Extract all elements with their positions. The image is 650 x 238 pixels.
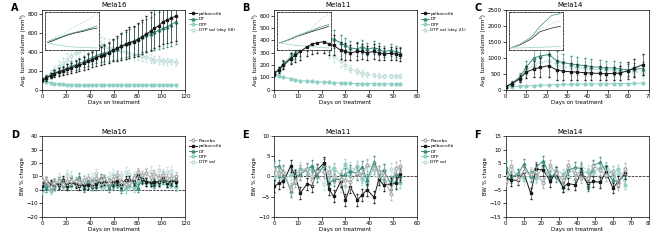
Title: Mela14: Mela14	[557, 129, 582, 134]
Y-axis label: BW % change: BW % change	[20, 158, 25, 195]
Text: A: A	[11, 3, 18, 13]
Y-axis label: BW % change: BW % change	[484, 158, 489, 195]
Title: Mela11: Mela11	[326, 2, 351, 8]
Title: Mela11: Mela11	[326, 129, 351, 134]
X-axis label: Days on treatment: Days on treatment	[88, 100, 140, 105]
Text: D: D	[11, 130, 19, 140]
Y-axis label: BW % change: BW % change	[252, 158, 257, 195]
Text: B: B	[242, 3, 250, 13]
X-axis label: Days on treatment: Days on treatment	[320, 227, 372, 232]
X-axis label: Days on treatment: Days on treatment	[88, 227, 140, 232]
Legend: palbociclib, DT, DTP, DTP sal (day 21): palbociclib, DT, DTP, DTP sal (day 21)	[421, 12, 466, 32]
Title: Mela16: Mela16	[101, 129, 127, 134]
Legend: Placebo, palbociclib, DT, DTP, DTP sal: Placebo, palbociclib, DT, DTP, DTP sal	[189, 139, 222, 164]
Legend: palbociclib, DT, DTP, DTP sal (day 58): palbociclib, DT, DTP, DTP sal (day 58)	[189, 12, 235, 32]
X-axis label: Days on treatment: Days on treatment	[551, 227, 603, 232]
Y-axis label: Avg. tumor volume (mm³): Avg. tumor volume (mm³)	[252, 14, 258, 86]
Y-axis label: Avg. tumor volume (mm³): Avg. tumor volume (mm³)	[480, 14, 486, 86]
Title: Mela16: Mela16	[101, 2, 127, 8]
X-axis label: Days on treatment: Days on treatment	[551, 100, 603, 105]
X-axis label: Days on treatment: Days on treatment	[320, 100, 372, 105]
Title: Mela14: Mela14	[557, 2, 582, 8]
Text: E: E	[242, 130, 249, 140]
Legend: Placebo, palbociclib, DT, DTP, DTP sal: Placebo, palbociclib, DT, DTP, DTP sal	[421, 139, 454, 164]
Text: F: F	[474, 130, 481, 140]
Text: C: C	[474, 3, 482, 13]
Y-axis label: Avg. tumor volume (mm³): Avg. tumor volume (mm³)	[20, 14, 26, 86]
